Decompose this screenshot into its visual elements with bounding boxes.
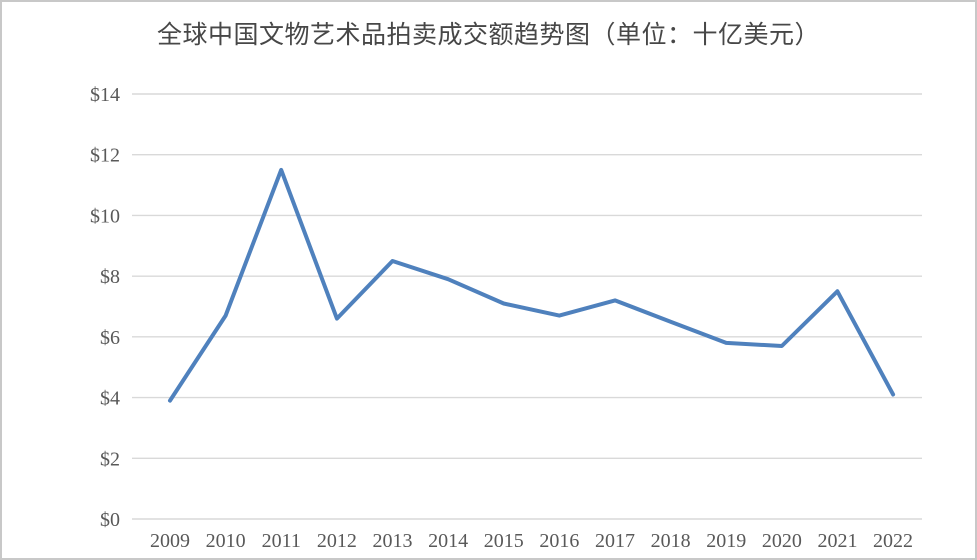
x-axis-tick-label: 2009	[150, 530, 190, 552]
trend-line	[168, 167, 896, 403]
x-axis-tick-label: 2021	[817, 530, 857, 552]
x-axis-tick-label: 2014	[428, 530, 468, 552]
x-axis-tick-label: 2015	[484, 530, 524, 552]
x-axis-tick-label: 2013	[372, 530, 412, 552]
x-axis-tick-label: 2011	[262, 530, 301, 552]
y-axis-tick-label: $2	[100, 448, 120, 470]
x-axis-tick-label: 2012	[317, 530, 357, 552]
y-axis-tick-label: $6	[100, 327, 120, 349]
x-axis-tick-label: 2010	[206, 530, 246, 552]
x-axis-tick-label: 2020	[762, 530, 802, 552]
x-axis-tick-label: 2017	[595, 530, 635, 552]
y-axis-tick-label: $10	[90, 205, 120, 227]
x-axis-tick-label: 2016	[539, 530, 579, 552]
chart-title: 全球中国文物艺术品拍卖成交额趋势图（单位：十亿美元）	[156, 22, 820, 49]
x-axis-tick-label: 2018	[651, 530, 691, 552]
x-axis-tick-label: 2019	[706, 530, 746, 552]
y-axis-tick-label: $14	[90, 84, 120, 106]
y-axis-tick-label: $0	[100, 509, 120, 531]
y-axis-tick-label: $4	[100, 388, 120, 410]
y-axis-tick-label: $8	[100, 266, 120, 288]
x-axis-tick-label: 2022	[873, 530, 913, 552]
y-axis-tick-label: $12	[90, 145, 120, 167]
